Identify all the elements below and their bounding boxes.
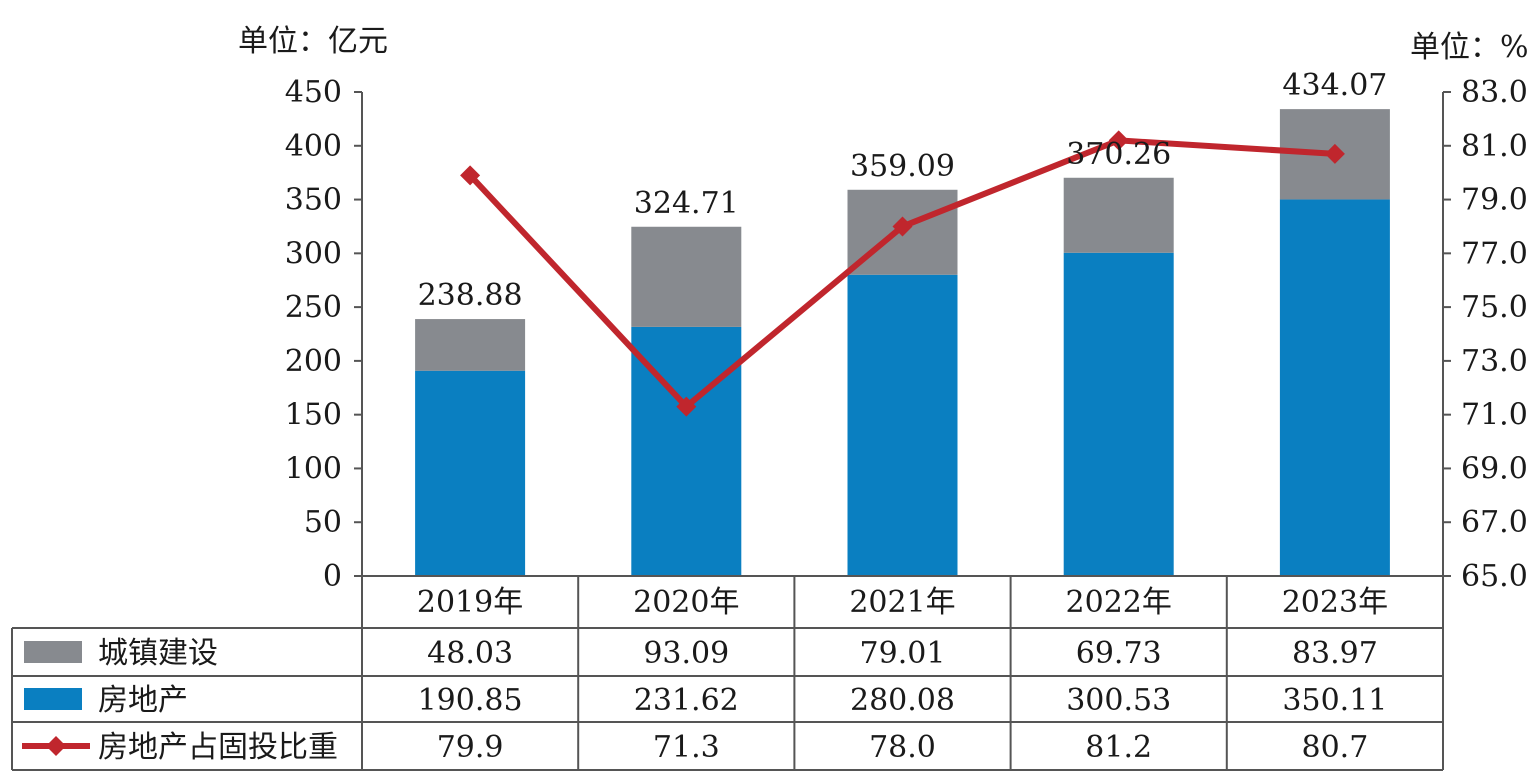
category-label: 2019年 bbox=[417, 585, 523, 620]
table-cell: 190.85 bbox=[418, 683, 523, 718]
left-tick-label: 150 bbox=[285, 398, 342, 433]
ratio-marker bbox=[1324, 143, 1345, 164]
left-tick-label: 250 bbox=[285, 290, 342, 325]
legend-swatch bbox=[24, 641, 82, 663]
total-label: 434.07 bbox=[1282, 68, 1387, 103]
row-label: 房地产占固投比重 bbox=[98, 730, 338, 765]
ratio-marker bbox=[1108, 130, 1129, 151]
ratio-marker bbox=[892, 216, 913, 237]
table-cell: 71.3 bbox=[653, 730, 720, 765]
category-label: 2023年 bbox=[1282, 585, 1388, 620]
bar-real-estate bbox=[1279, 199, 1390, 576]
bar-real-estate bbox=[1063, 252, 1174, 576]
total-label: 238.88 bbox=[418, 278, 523, 313]
row-label: 房地产 bbox=[98, 683, 188, 718]
right-tick-label: 81.0 bbox=[1461, 129, 1528, 164]
table-cell: 69.73 bbox=[1076, 636, 1162, 671]
bar-urban-construction bbox=[631, 226, 742, 327]
total-label: 324.71 bbox=[634, 186, 739, 221]
left-tick-label: 350 bbox=[285, 183, 342, 218]
axes-layer: 0 50 100 150 200 250 300 350 400 450 65.0 67.0 69.0 7… bbox=[285, 75, 1528, 594]
left-tick-label: 300 bbox=[285, 236, 342, 271]
table-cell: 300.53 bbox=[1066, 683, 1171, 718]
left-tick-label: 200 bbox=[285, 344, 342, 379]
right-tick-label: 69.0 bbox=[1461, 451, 1528, 486]
bar-urban-construction bbox=[415, 319, 526, 371]
category-label: 2022年 bbox=[1066, 585, 1172, 620]
legend-marker bbox=[46, 736, 66, 756]
ratio-marker bbox=[676, 396, 697, 417]
right-tick-label: 65.0 bbox=[1461, 559, 1528, 594]
table-cell: 350.11 bbox=[1282, 683, 1387, 718]
left-unit-label: 单位：亿元 bbox=[238, 24, 388, 59]
table-cell: 79.9 bbox=[437, 730, 504, 765]
category-label: 2021年 bbox=[849, 585, 955, 620]
right-tick-label: 73.0 bbox=[1461, 344, 1528, 379]
bar-real-estate bbox=[415, 370, 526, 576]
table-cell: 80.7 bbox=[1302, 730, 1369, 765]
right-unit-label: 单位：% bbox=[1410, 30, 1529, 65]
table-cell: 78.0 bbox=[869, 730, 936, 765]
right-tick-label: 71.0 bbox=[1461, 398, 1528, 433]
table-cell: 79.01 bbox=[860, 636, 946, 671]
table-cell: 280.08 bbox=[850, 683, 955, 718]
right-tick-label: 79.0 bbox=[1461, 183, 1528, 218]
table-cell: 231.62 bbox=[634, 683, 739, 718]
total-label: 359.09 bbox=[850, 149, 955, 184]
left-tick-label: 50 bbox=[304, 505, 342, 540]
labels-layer: 238.88 324.71 359.09 370.26 434.07 bbox=[418, 68, 1388, 313]
left-tick-label: 100 bbox=[285, 451, 342, 486]
left-tick-label: 0 bbox=[323, 559, 342, 594]
bar-urban-construction bbox=[1063, 177, 1174, 253]
total-label: 370.26 bbox=[1066, 137, 1171, 172]
line-layer bbox=[460, 130, 1345, 417]
row-label: 城镇建设 bbox=[98, 636, 218, 671]
table-cell: 48.03 bbox=[427, 636, 513, 671]
bar-real-estate bbox=[847, 274, 958, 576]
right-tick-label: 67.0 bbox=[1461, 505, 1528, 540]
right-tick-label: 75.0 bbox=[1461, 290, 1528, 325]
category-label: 2020年 bbox=[633, 585, 739, 620]
table-cell: 93.09 bbox=[643, 636, 729, 671]
table-cell: 83.97 bbox=[1292, 636, 1378, 671]
right-tick-label: 83.0 bbox=[1461, 75, 1528, 110]
legend-swatch bbox=[24, 688, 82, 710]
bars-layer bbox=[415, 109, 1390, 576]
ratio-marker bbox=[460, 165, 481, 186]
right-tick-label: 77.0 bbox=[1461, 236, 1528, 271]
left-tick-label: 450 bbox=[285, 75, 342, 110]
left-tick-label: 400 bbox=[285, 129, 342, 164]
table-cell: 81.2 bbox=[1085, 730, 1152, 765]
